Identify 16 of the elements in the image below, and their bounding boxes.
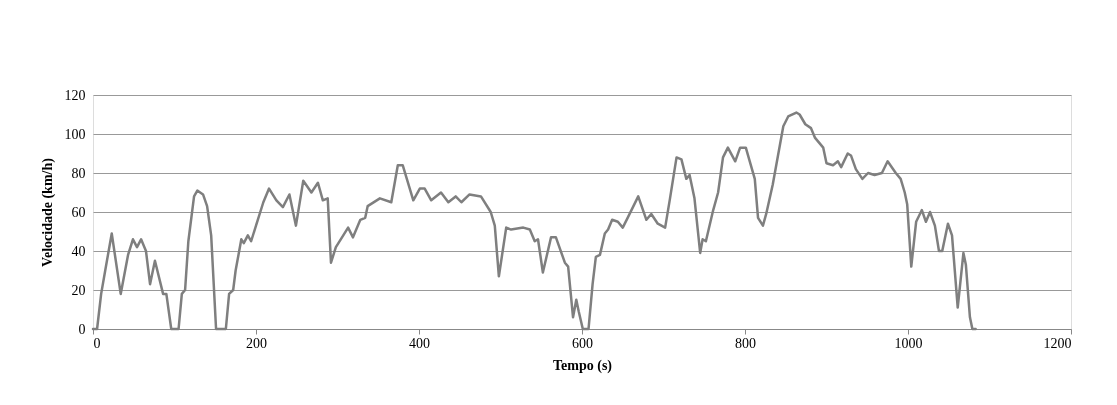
- y-tick-label: 80: [71, 165, 86, 181]
- y-tick-label: 20: [71, 282, 86, 298]
- y-tick-label: 120: [64, 87, 86, 103]
- y-tick-label: 100: [64, 126, 86, 142]
- x-tick-label: 200: [246, 335, 267, 351]
- x-tick-label: 800: [735, 335, 756, 351]
- x-tick-label: 0: [93, 335, 101, 351]
- x-tick-label: 600: [572, 335, 593, 351]
- y-tick-label: 0: [78, 321, 86, 337]
- y-axis-title: Velocidade (km/h): [39, 157, 56, 267]
- y-tick-label: 60: [71, 204, 86, 220]
- x-tick-label: 1200: [1043, 335, 1072, 351]
- y-tick-label: 40: [71, 243, 86, 259]
- x-axis-title: Tempo (s): [553, 357, 613, 374]
- x-tick-label: 400: [409, 335, 430, 351]
- x-tick-label: 1000: [894, 335, 923, 351]
